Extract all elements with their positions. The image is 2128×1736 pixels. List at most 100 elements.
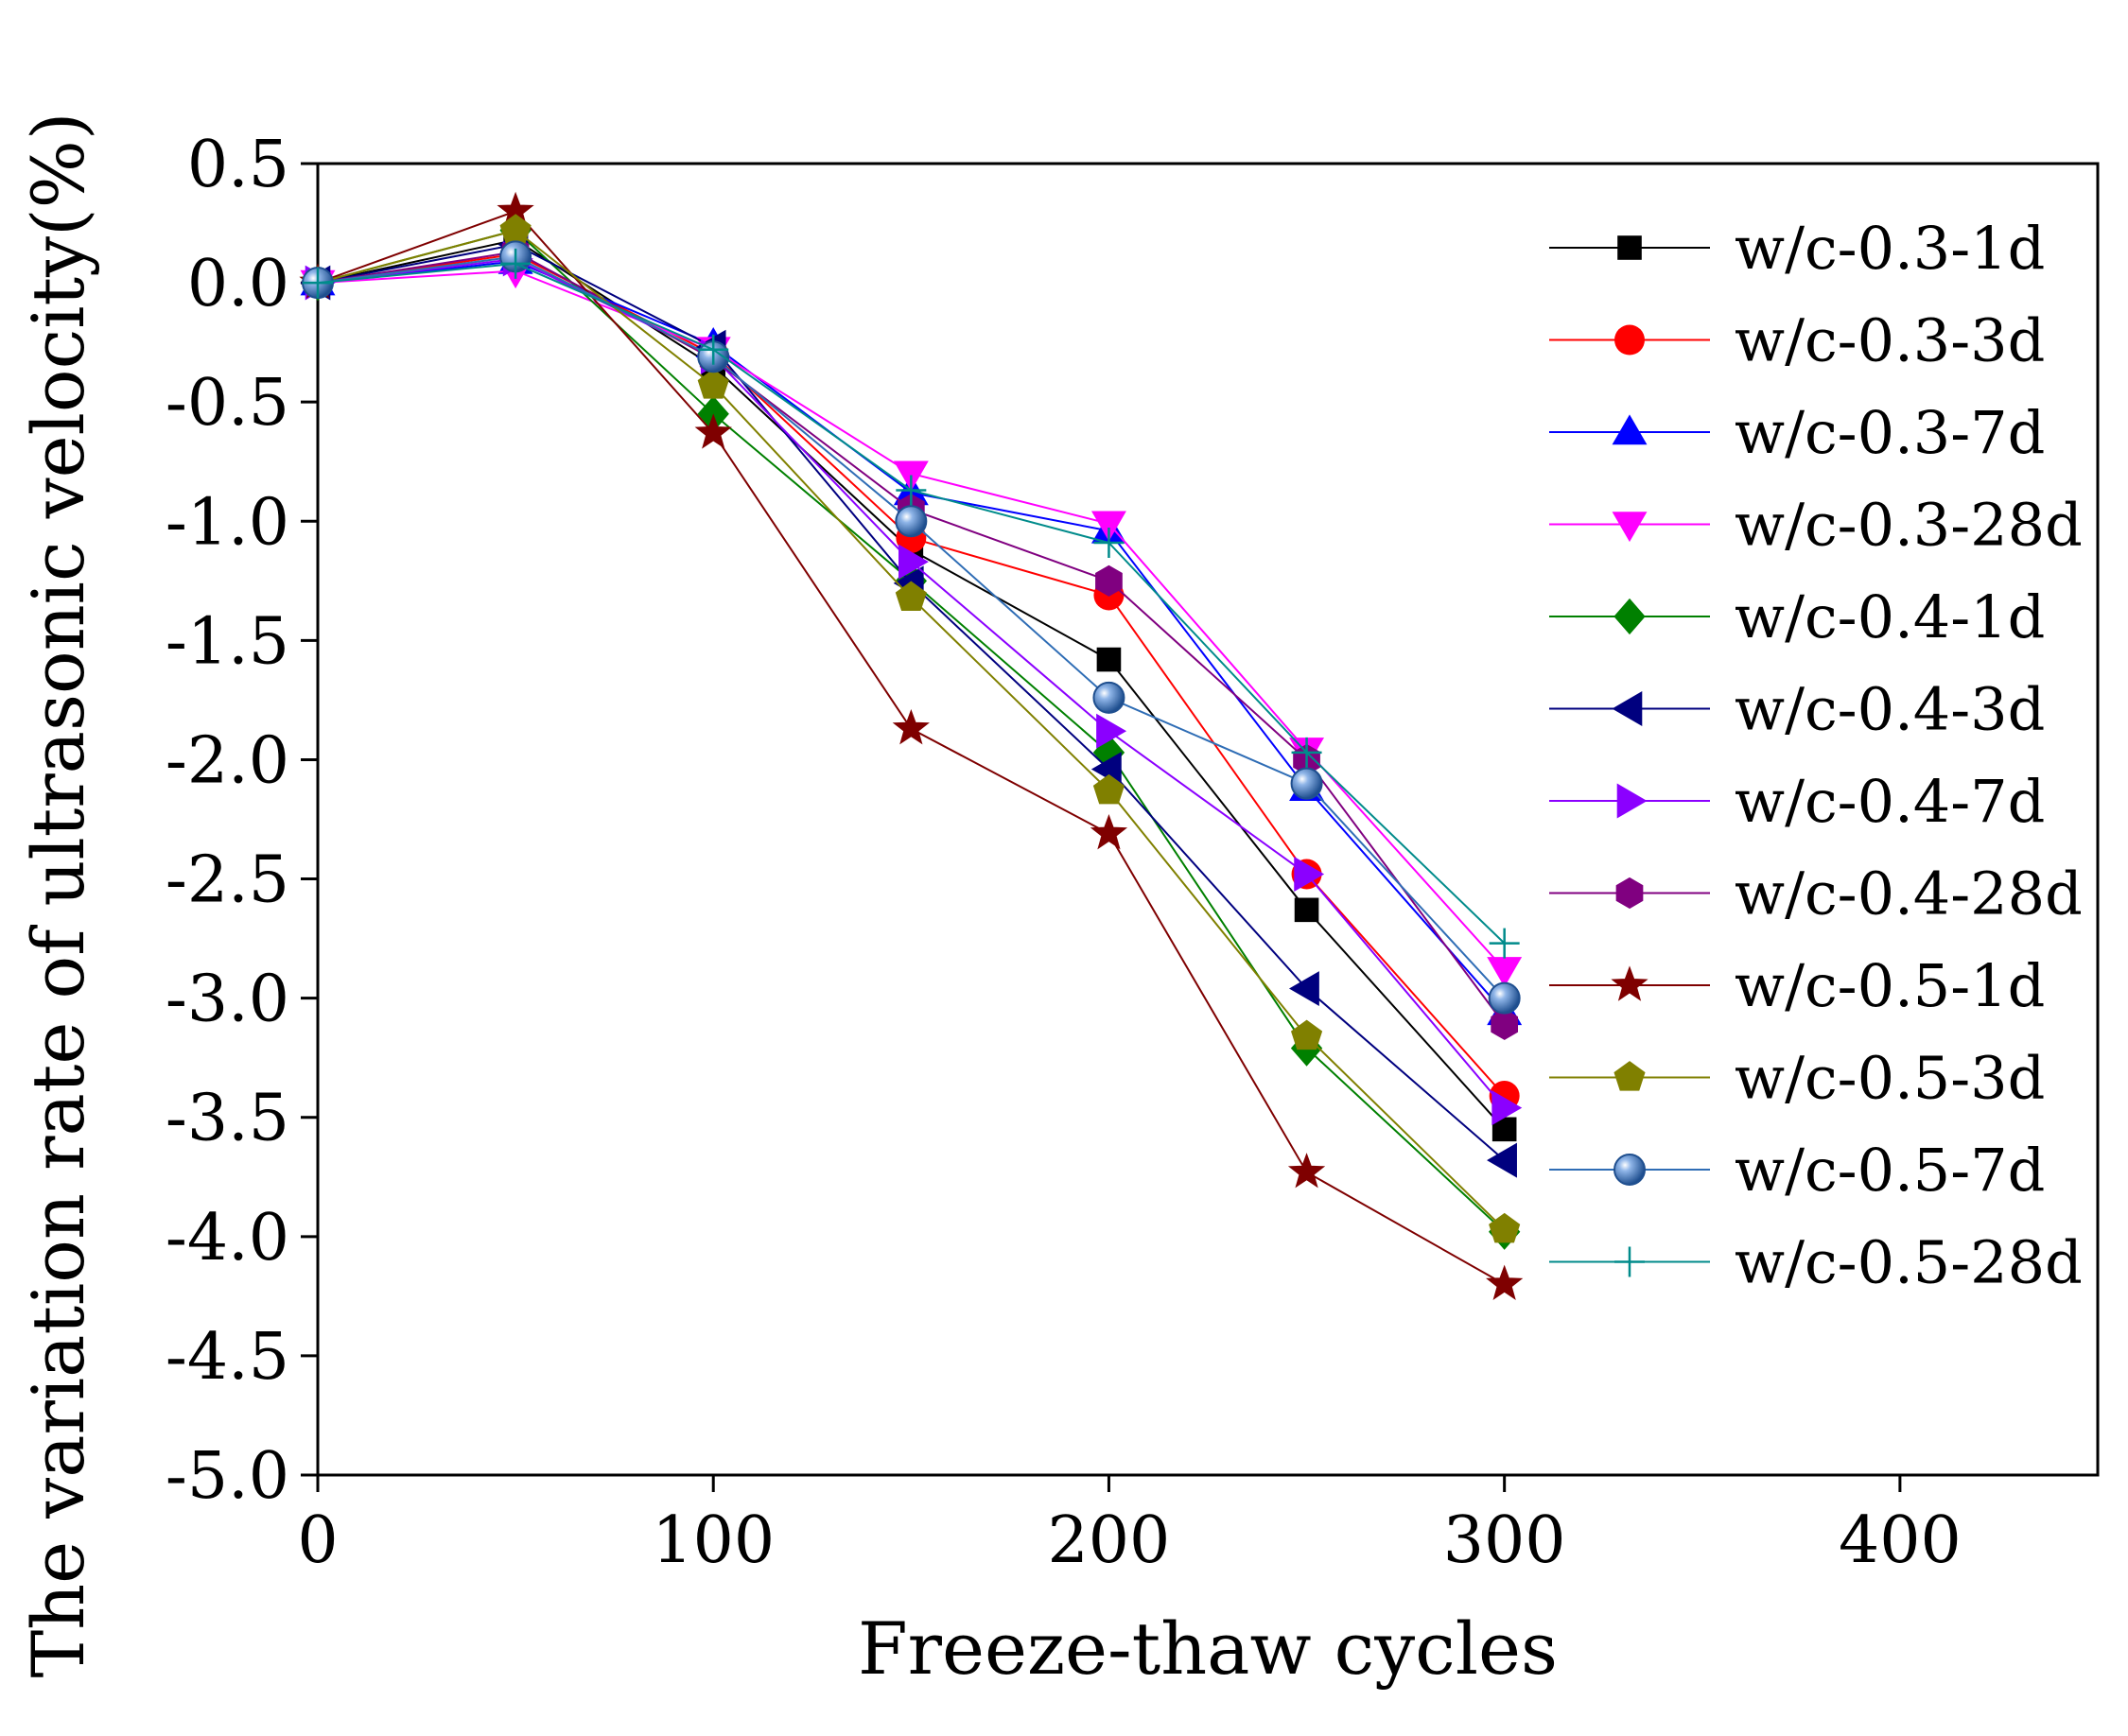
data-point [1288, 971, 1319, 1007]
legend-label: w/c-0.4-3d [1735, 675, 2045, 744]
series-line [317, 252, 1506, 1097]
y-tick-label: -2.5 [166, 843, 289, 918]
x-axis: 0 100 200 300 400 [297, 1475, 1962, 1578]
legend-label: w/c-0.5-28d [1735, 1228, 2083, 1297]
series-w/c-0.3-7d [300, 243, 1523, 1026]
legend-label: w/c-0.3-28d [1735, 491, 2083, 560]
data-point [1488, 981, 1521, 1015]
x-tick-label: 200 [1048, 1503, 1171, 1578]
data-point [1096, 713, 1127, 749]
legend-label: w/c-0.4-28d [1735, 859, 2083, 929]
series-w/c-0.4-28d [304, 235, 1519, 1040]
data-point [1486, 1264, 1524, 1300]
legend-item: w/c-0.4-1d [1549, 582, 2045, 651]
x-tick-label: 100 [652, 1503, 775, 1578]
legend-marker [1614, 324, 1645, 356]
legend-item: w/c-0.3-7d [1549, 398, 2045, 467]
legend-item: w/c-0.5-7d [1549, 1136, 2045, 1205]
legend-marker [1615, 877, 1644, 910]
x-tick-label: 300 [1443, 1503, 1566, 1578]
legend-item: w/c-0.4-28d [1549, 859, 2083, 929]
legend-item: w/c-0.3-3d [1549, 306, 2045, 375]
legend-marker [1613, 1154, 1646, 1186]
legend-item: w/c-0.3-28d [1549, 491, 2083, 560]
data-point [895, 581, 927, 612]
data-point [892, 709, 930, 745]
data-point [698, 334, 729, 365]
legend-marker [1612, 691, 1643, 726]
y-tick-label: -2.0 [166, 723, 289, 798]
series-layer [299, 191, 1524, 1300]
y-tick-label: -1.5 [166, 604, 289, 679]
series-line [317, 257, 1506, 1109]
data-point [1491, 1090, 1523, 1126]
legend-label: w/c-0.5-7d [1735, 1136, 2045, 1205]
legend-marker [1612, 512, 1648, 543]
series-w/c-0.3-1d [305, 227, 1517, 1142]
y-axis: 0.5 0.0 -0.5 -1.0 -1.5 -2.0 -2.5 -3.0 -3.5 -4.0 -4… [166, 128, 318, 1514]
data-point [1092, 681, 1125, 714]
x-tick-label: 400 [1839, 1503, 1962, 1578]
data-point [1294, 857, 1325, 892]
y-tick-label: -5.0 [166, 1439, 289, 1514]
y-tick-label: -3.5 [166, 1082, 289, 1156]
legend-item: w/c-0.4-3d [1549, 675, 2045, 744]
data-point [1095, 564, 1123, 597]
y-tick-label: -4.0 [166, 1201, 289, 1276]
legend-marker [1611, 965, 1648, 1001]
legend: w/c-0.3-1d w/c-0.3-3d w/c-0.3-7d w/c-0.3-28… [1549, 214, 2083, 1297]
data-point [898, 544, 929, 580]
data-point [499, 214, 532, 244]
legend-marker [1612, 414, 1648, 445]
data-point [500, 248, 532, 279]
legend-item: w/c-0.4-7d [1549, 767, 2045, 836]
series-line [317, 251, 1506, 1025]
x-tick-label: 0 [297, 1503, 338, 1578]
legend-marker [1613, 1061, 1646, 1091]
legend-label: w/c-0.3-3d [1735, 306, 2045, 375]
data-point [1287, 1153, 1326, 1189]
y-tick-label: 0.5 [187, 128, 289, 202]
series-w/c-0.5-1d [299, 191, 1524, 1300]
legend-label: w/c-0.5-3d [1735, 1044, 2045, 1113]
legend-label: w/c-0.4-7d [1735, 767, 2045, 836]
y-tick-label: -1.0 [166, 485, 289, 560]
legend-item: w/c-0.5-1d [1549, 951, 2045, 1020]
y-axis-title: The variation rate of ultrasonic velocit… [16, 112, 100, 1677]
data-point [1489, 928, 1520, 959]
series-line [317, 260, 1506, 1014]
plot-area-border [316, 162, 2100, 1477]
data-point [697, 369, 729, 399]
legend-label: w/c-0.5-1d [1735, 951, 2045, 1020]
legend-marker [1613, 598, 1646, 635]
data-point [1489, 1212, 1521, 1243]
y-tick-label: -3.0 [166, 963, 289, 1037]
x-axis-title: Freeze-thaw cycles [858, 1606, 1558, 1691]
data-point [896, 475, 927, 506]
series-w/c-0.4-3d [300, 227, 1517, 1178]
data-point [1096, 647, 1122, 672]
data-point [1090, 813, 1128, 850]
data-point [1294, 897, 1319, 923]
legend-marker [1614, 1246, 1645, 1277]
legend-label: w/c-0.4-1d [1735, 582, 2045, 651]
series-line [317, 243, 1506, 1161]
series-w/c-0.3-28d [300, 258, 1523, 987]
legend-item: w/c-0.5-28d [1549, 1228, 2083, 1297]
series-w/c-0.4-7d [305, 241, 1523, 1126]
data-point [895, 505, 928, 538]
plot-frame [316, 162, 2100, 1477]
series-w/c-0.5-7d [302, 240, 1521, 1015]
series-line [317, 255, 1506, 999]
data-point [1093, 527, 1125, 558]
data-point [1092, 773, 1125, 805]
series-w/c-0.5-28d [303, 248, 1520, 959]
y-tick-label: -4.5 [166, 1320, 289, 1395]
y-tick-label: 0.0 [187, 247, 289, 321]
series-line [317, 238, 1506, 1130]
series-w/c-0.3-3d [303, 238, 1520, 1112]
legend-marker [1617, 235, 1642, 260]
data-point [303, 268, 333, 299]
legend-marker [1616, 783, 1648, 819]
data-point [1291, 737, 1322, 768]
